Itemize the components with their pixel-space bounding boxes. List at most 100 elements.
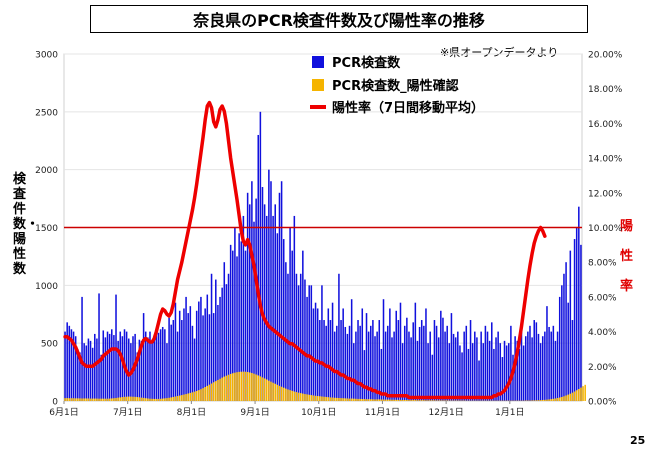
bar-positives <box>333 397 336 401</box>
bar-pcr-tests <box>106 331 109 401</box>
bar-pcr-tests <box>321 285 323 401</box>
y2-tick-label: 10.00% <box>588 224 623 234</box>
bar-pcr-tests <box>302 250 304 401</box>
bar-positives <box>580 387 582 401</box>
bar-pcr-tests <box>378 320 381 401</box>
bar-pcr-tests <box>454 337 457 401</box>
bar-pcr-tests <box>174 302 177 401</box>
y2-tick-label: 6.00% <box>588 293 617 303</box>
bar-positives <box>363 399 366 401</box>
y2-tick-label: 14.00% <box>588 155 623 165</box>
bar-pcr-tests <box>520 320 523 401</box>
bar-pcr-tests <box>406 317 408 401</box>
bar-pcr-tests <box>501 357 504 401</box>
bar-positives <box>389 399 391 401</box>
bar-pcr-tests <box>232 250 234 401</box>
bar-pcr-tests <box>187 313 189 401</box>
bar-positives <box>111 398 113 401</box>
bar-positives <box>108 398 111 401</box>
bar-positives <box>306 394 308 401</box>
bar-positives <box>200 389 202 401</box>
bar-pcr-tests <box>363 350 366 401</box>
bar-pcr-tests <box>323 320 325 401</box>
bar-pcr-tests <box>263 204 266 401</box>
bar-pcr-tests <box>493 348 495 401</box>
bar-positives <box>558 397 561 401</box>
bar-pcr-tests <box>127 338 130 401</box>
bar-positives <box>552 398 555 401</box>
bar-positives <box>257 375 260 401</box>
bar-pcr-tests <box>459 345 461 401</box>
bar-pcr-tests <box>172 320 175 401</box>
bar-pcr-tests <box>212 313 215 401</box>
bar-positives <box>378 399 381 401</box>
bar-pcr-tests <box>227 273 230 401</box>
bar-pcr-tests <box>476 337 478 401</box>
page-title: 奈良県のPCR検査件数及び陽性率の推移 <box>90 5 588 33</box>
bar-positives <box>582 386 584 401</box>
bar-positives <box>565 395 567 401</box>
bar-positives <box>556 397 559 401</box>
bar-positives <box>81 398 83 401</box>
bar-positives <box>74 398 77 401</box>
bar-pcr-tests <box>372 320 374 401</box>
bar-positives <box>561 396 563 401</box>
bar-pcr-tests <box>416 340 419 401</box>
bar-positives <box>340 398 342 401</box>
bar-positives <box>541 399 544 401</box>
bar-positives <box>100 398 102 401</box>
bar-pcr-tests <box>89 340 92 401</box>
bar-pcr-tests <box>244 250 247 401</box>
bar-pcr-tests <box>550 331 552 401</box>
bar-pcr-tests <box>221 287 223 401</box>
bar-pcr-tests <box>234 227 236 401</box>
bar-pcr-tests <box>74 336 77 401</box>
bar-positives <box>391 399 393 401</box>
bar-pcr-tests <box>111 329 113 401</box>
bar-positives <box>238 371 240 401</box>
bar-positives <box>319 396 321 401</box>
bar-pcr-tests <box>210 273 213 401</box>
bar-positives <box>310 395 313 401</box>
bar-positives <box>87 398 90 401</box>
bar-pcr-tests <box>539 343 542 401</box>
bar-positives <box>433 400 436 401</box>
bar-positives <box>414 400 417 401</box>
bar-pcr-tests <box>425 308 427 401</box>
bar-positives <box>291 390 293 401</box>
bar-positives <box>289 390 291 401</box>
bar-positives <box>554 398 557 401</box>
bar-positives <box>174 396 177 401</box>
bar-pcr-tests <box>478 360 480 401</box>
bar-positives <box>185 394 187 401</box>
bar-pcr-tests <box>484 325 487 401</box>
x-tick-label: 8月1日 <box>177 407 206 418</box>
bar-pcr-tests <box>556 331 559 401</box>
bar-pcr-tests <box>219 296 221 401</box>
bar-positives <box>119 397 122 401</box>
bar-positives <box>91 398 94 401</box>
y-tick-label: 3000 <box>35 51 58 61</box>
bar-pcr-tests <box>412 322 414 401</box>
bar-pcr-tests <box>527 331 529 401</box>
bar-positives <box>138 397 141 401</box>
bar-pcr-tests <box>546 306 548 401</box>
y2-tick-label: 2.00% <box>588 363 617 373</box>
bar-pcr-tests <box>367 331 370 401</box>
bar-positives <box>537 400 540 401</box>
bar-positives <box>376 399 378 401</box>
bar-positives <box>533 400 535 401</box>
bar-pcr-tests <box>265 215 268 401</box>
bar-positives <box>242 371 245 401</box>
bar-pcr-tests <box>153 335 155 401</box>
bar-pcr-tests <box>499 343 502 401</box>
bar-pcr-tests <box>191 325 194 401</box>
bar-pcr-tests <box>144 331 147 401</box>
bar-pcr-tests <box>524 336 527 401</box>
bar-pcr-tests <box>304 279 306 401</box>
bar-pcr-tests <box>531 337 533 401</box>
bar-positives <box>85 398 88 401</box>
bar-pcr-tests <box>68 325 71 401</box>
bar-positives <box>397 399 400 401</box>
